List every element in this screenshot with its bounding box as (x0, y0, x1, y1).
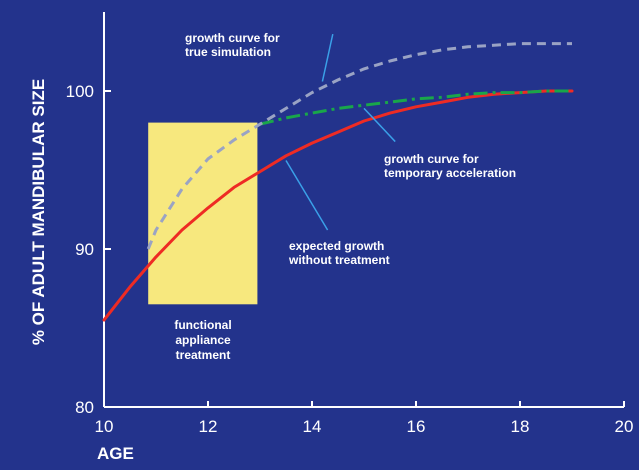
axes (103, 12, 625, 408)
x-tick-label: 12 (199, 417, 218, 436)
x-tick-label: 10 (95, 417, 114, 436)
expected-growth-line (102, 89, 574, 322)
tick-labels: 80 90 100 10 12 14 16 18 20 (66, 82, 634, 436)
y-tick-label: 80 (75, 398, 94, 417)
y-tick-label: 100 (66, 82, 94, 101)
x-axis-label: AGE (97, 444, 134, 463)
y-tick-label: 90 (75, 240, 94, 259)
temporary-acceleration-pointer (363, 107, 396, 143)
x-tick-label: 20 (615, 417, 634, 436)
true-stimulation-label-line-1: growth curve for (185, 31, 280, 45)
true-stimulation-pointer (321, 33, 334, 82)
treatment-label-line-1: functional (174, 318, 231, 332)
true-stimulation-label-line-2: true simulation (185, 45, 271, 59)
treatment-label-line-3: treatment (176, 348, 231, 362)
x-tick-label: 16 (407, 417, 426, 436)
annotation-pointers (285, 33, 396, 231)
x-tick-label: 18 (511, 417, 530, 436)
expected-growth-label-line-1: expected growth (289, 239, 384, 253)
expected-growth-pointer (285, 160, 329, 231)
temporary-acceleration-label-line-2: temporary acceleration (384, 166, 516, 180)
x-tick-label: 14 (303, 417, 322, 436)
temporary-acceleration-line (259, 89, 572, 126)
treatment-label-line-2: appliance (175, 333, 231, 347)
y-axis-label: % OF ADULT MANDIBULAR SIZE (29, 79, 48, 345)
series-layer (102, 42, 574, 322)
expected-growth-label-line-2: without treatment (288, 253, 390, 267)
true-stimulation-line (146, 42, 572, 250)
temporary-acceleration-label-line-1: growth curve for (384, 152, 479, 166)
